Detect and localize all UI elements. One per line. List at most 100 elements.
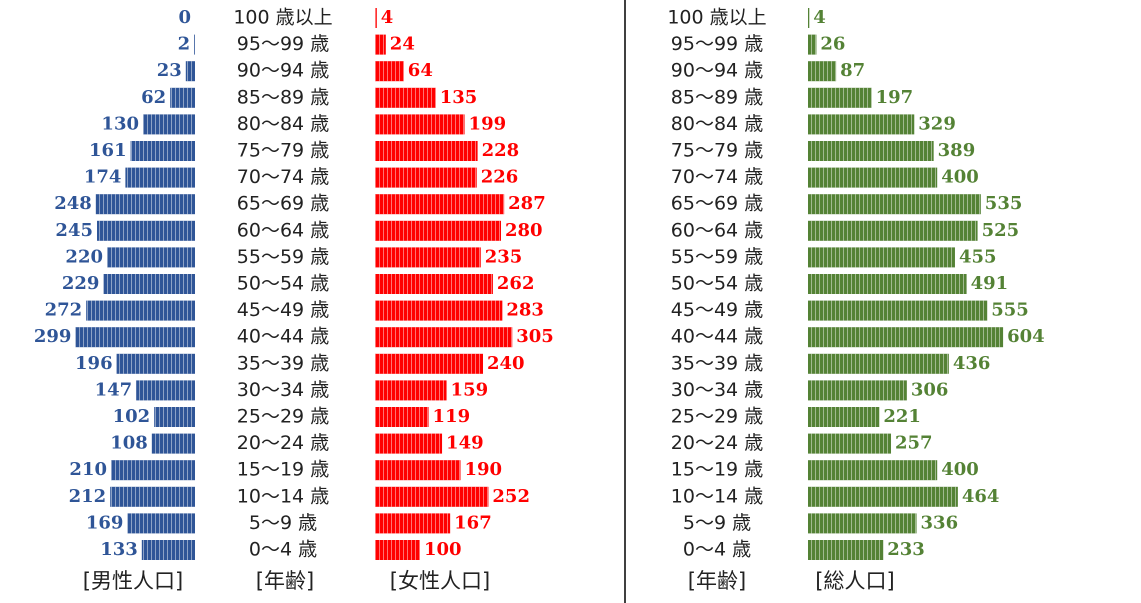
value-label: 604 [1007,326,1045,347]
value-label: 161 [89,140,127,161]
axis-label: [年齢] [256,569,314,593]
bar-texture [194,34,195,55]
value-label: 87 [840,60,865,81]
bar-texture [375,513,451,534]
value-label: 299 [34,326,72,347]
age-label: 55〜59 歳 [671,246,763,268]
value-label: 262 [497,273,535,294]
bar-texture [375,353,483,374]
value-label: 240 [487,353,525,374]
bar-texture [808,380,907,401]
value-label: 64 [408,60,433,81]
bar-texture [136,380,195,401]
bar-texture [375,274,493,294]
bar-texture [808,167,938,188]
age-label: 15〜19 歳 [237,459,329,481]
bar-texture [808,247,955,268]
bar-texture [808,114,915,135]
bar-texture [125,167,195,188]
value-label: 149 [446,433,484,454]
value-label: 4 [381,7,394,28]
bar-texture [808,300,988,321]
bar-texture [808,274,967,294]
bar-texture [86,300,195,321]
bar-texture [808,327,1004,348]
bar-texture [75,327,195,348]
value-label: 2 [178,34,191,55]
value-label: 235 [485,246,523,267]
bar-texture [375,486,489,507]
value-label: 0 [178,7,191,28]
bar-texture [808,407,880,427]
bar-texture [103,274,195,294]
value-label: 555 [991,300,1029,321]
age-label: 35〜39 歳 [237,352,329,374]
value-label: 491 [971,273,1009,294]
value-label: 306 [911,379,949,400]
bar-texture [116,353,195,374]
bar-texture [808,486,958,507]
value-label: 196 [75,353,113,374]
bar-texture [375,220,501,241]
bar-texture [110,486,195,507]
bar-texture [151,433,195,454]
value-label: 535 [985,193,1023,214]
bar-texture [375,540,420,560]
value-label: 24 [390,34,415,55]
value-label: 102 [113,406,151,427]
age-label: 40〜44 歳 [671,326,763,348]
value-label: 228 [482,140,520,161]
bar-texture [375,327,513,348]
value-label: 287 [508,193,546,214]
age-label: 95〜99 歳 [671,33,763,55]
value-label: 100 [424,539,462,560]
age-label: 70〜74 歳 [671,166,763,188]
age-label: 10〜14 歳 [671,485,763,507]
value-label: 464 [962,486,1000,507]
bar-texture [154,407,195,427]
age-label: 75〜79 歳 [237,140,329,162]
value-label: 62 [141,87,166,108]
value-label: 229 [62,273,100,294]
legend-label: [女性人口] [390,569,490,593]
value-label: 147 [95,379,133,400]
value-label: 135 [440,87,478,108]
bar-texture [107,247,195,268]
bar-texture [95,194,195,215]
bar-texture [375,194,505,215]
bar-texture [808,220,978,241]
age-label: 65〜69 歳 [671,193,763,215]
value-label: 248 [54,193,92,214]
age-label: 85〜89 歳 [237,86,329,108]
value-label: 257 [895,433,933,454]
bar-texture [375,407,429,427]
age-label: 60〜64 歳 [671,219,763,241]
value-label: 389 [938,140,976,161]
age-label: 30〜34 歳 [237,379,329,401]
legend-label: [総人口] [815,569,894,593]
bar-texture [375,433,443,454]
value-label: 245 [55,220,93,241]
axis-label: [年齢] [688,569,746,593]
bar-texture [808,433,892,454]
age-label: 35〜39 歳 [671,352,763,374]
bar-texture [375,8,377,28]
value-label: 226 [481,167,519,188]
bar-texture [130,141,195,161]
bar-texture [143,114,195,135]
bar-texture [127,513,195,534]
value-label: 220 [65,246,103,267]
bar-texture [185,61,195,82]
value-label: 210 [69,459,107,480]
bar-texture [808,87,872,108]
bar-texture [97,220,195,241]
age-label: 100 歳以上 [233,7,332,29]
value-label: 212 [69,486,107,507]
bar-texture [375,247,481,268]
age-label: 5〜9 歳 [683,512,751,534]
bar-texture [375,380,447,401]
value-label: 525 [982,220,1020,241]
age-label: 5〜9 歳 [249,512,317,534]
value-label: 130 [101,113,139,134]
